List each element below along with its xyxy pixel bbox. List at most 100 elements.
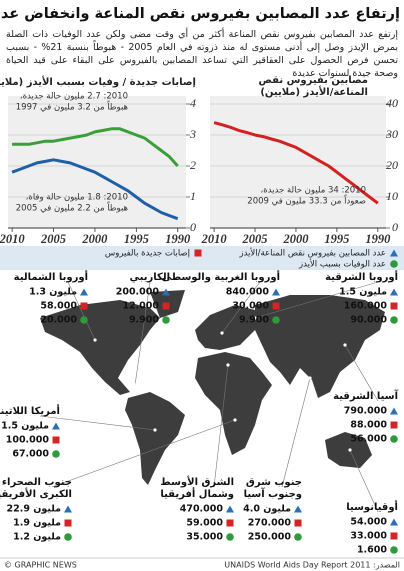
leader-dot: [348, 448, 352, 452]
leader-dot: [133, 383, 137, 387]
leader-line: [213, 364, 229, 488]
region-value: 22.9 مليون: [7, 504, 62, 515]
region-value: 9.900: [239, 315, 269, 326]
leader-dot: [343, 343, 347, 347]
region-value: 58.000: [40, 301, 77, 312]
leader-line: [134, 281, 151, 386]
x-tick-label: 2000: [282, 232, 309, 246]
leader-dot: [220, 331, 224, 335]
region-icon: [64, 505, 72, 513]
leader-dot: [93, 338, 97, 342]
x-tick-label: 1990: [365, 232, 391, 246]
region-icon: [226, 533, 234, 541]
region-icon: [80, 302, 88, 310]
leader-line: [344, 344, 379, 402]
leader-line: [221, 281, 261, 334]
region-value: 160.000: [344, 301, 388, 312]
leader-line: [349, 449, 379, 513]
region-value: 270.000: [248, 518, 292, 529]
region-icon: [390, 546, 398, 554]
region-value: 67.000: [12, 449, 49, 460]
chart-title: إصابات جديدة / وفيات بسبب الأيدز (ملايين…: [0, 75, 196, 88]
region-value: 56.000: [350, 434, 387, 445]
region-value: 100.000: [6, 435, 50, 446]
region-value: 54.000: [350, 517, 387, 528]
world-map: [40, 290, 385, 485]
x-tick-label: 2010: [201, 232, 228, 246]
region-name: جنوب شرق: [246, 477, 302, 488]
region-name: الشرق الأوسط: [160, 475, 234, 488]
x-tick-label: 2005: [242, 232, 268, 246]
region-value: 59.000: [186, 518, 223, 529]
y-tick-label: 30: [385, 127, 398, 141]
region-icon: [390, 421, 398, 429]
region-icon: [226, 505, 234, 513]
region-icon: [294, 533, 302, 541]
region-name: أوروبا الشرقية: [325, 270, 398, 283]
region-value: 1.600: [357, 545, 387, 556]
x-tick-label: 1990: [165, 232, 191, 246]
data-line: [213, 121, 379, 205]
south-america: [125, 392, 185, 485]
data-line: [12, 127, 179, 167]
leader-line: [254, 281, 379, 319]
region-icon: [272, 316, 280, 324]
chart-title: مصابين بفيروس نقص: [259, 75, 368, 86]
region-icon: [390, 316, 398, 324]
x-tick-label: 2000: [81, 232, 108, 246]
europe: [195, 305, 255, 350]
region-icon: [80, 288, 88, 296]
x-tick-label: 2010: [0, 232, 25, 246]
legend-label: عدد المصابين بفيروس نقص المناعة/الأيدز: [239, 248, 387, 259]
region-icon: [64, 533, 72, 541]
region-icon: [52, 422, 60, 430]
region-icon: [162, 316, 170, 324]
region-name: أوروبا الغربية والوسطى: [162, 270, 280, 283]
region-value: 35.000: [186, 532, 223, 543]
region-name: الكبرى الأفريقية: [0, 487, 72, 500]
data-line: [11, 158, 179, 221]
region-icon: [390, 518, 398, 526]
legend-icon: [390, 260, 398, 268]
y-tick-label: 20: [386, 158, 398, 172]
region-icon: [294, 505, 302, 513]
legend-icon: [390, 249, 398, 257]
leader-dot: [226, 363, 230, 367]
region-icon: [52, 450, 60, 458]
legend-label: إصابات جديدة بالفيروس: [105, 249, 190, 259]
asia: [255, 295, 385, 398]
region-icon: [390, 532, 398, 540]
y-tick-label: 4: [190, 96, 196, 110]
annotation: هبوطاً من 2.2 مليون في 2005: [16, 201, 128, 214]
region-value: 1.5 مليون: [339, 287, 387, 298]
region-value: 250.000: [248, 532, 292, 543]
leader-dot: [233, 418, 237, 422]
region-value: 90.000: [350, 315, 387, 326]
x-tick-label: 1995: [124, 232, 149, 246]
y-tick-label: 3: [189, 127, 196, 141]
region-icon: [162, 302, 170, 310]
region-value: 30.000: [232, 301, 269, 312]
region-icon: [272, 302, 280, 310]
annotation: 2010: 2.7 مليون حالة جديدة،: [20, 92, 128, 102]
leader-line: [51, 419, 236, 488]
region-icon: [390, 435, 398, 443]
y-tick-label: 0: [190, 220, 196, 234]
region-value: 9.900: [129, 315, 159, 326]
region-icon: [64, 519, 72, 527]
region-icon: [294, 519, 302, 527]
region-icon: [390, 407, 398, 415]
annotation: هبوطاً من 3.2 مليون في 1997: [16, 100, 128, 113]
region-name: الكاريبي: [130, 272, 170, 283]
leader-line: [281, 377, 311, 488]
region-value: 33.000: [350, 531, 387, 542]
x-tick-label: 1995: [324, 232, 349, 246]
region-value: 1.9 مليون: [13, 518, 61, 529]
legend-label: عدد الوفيات بسبب الأيدز: [298, 259, 386, 270]
region-value: 20.000: [40, 315, 77, 326]
region-value: 1.2 مليون: [13, 532, 61, 543]
annotation: صعوداً من 33.3 مليون في 2009: [247, 194, 366, 207]
region-name: أمريكا اللاتينية: [0, 404, 60, 417]
region-icon: [390, 288, 398, 296]
